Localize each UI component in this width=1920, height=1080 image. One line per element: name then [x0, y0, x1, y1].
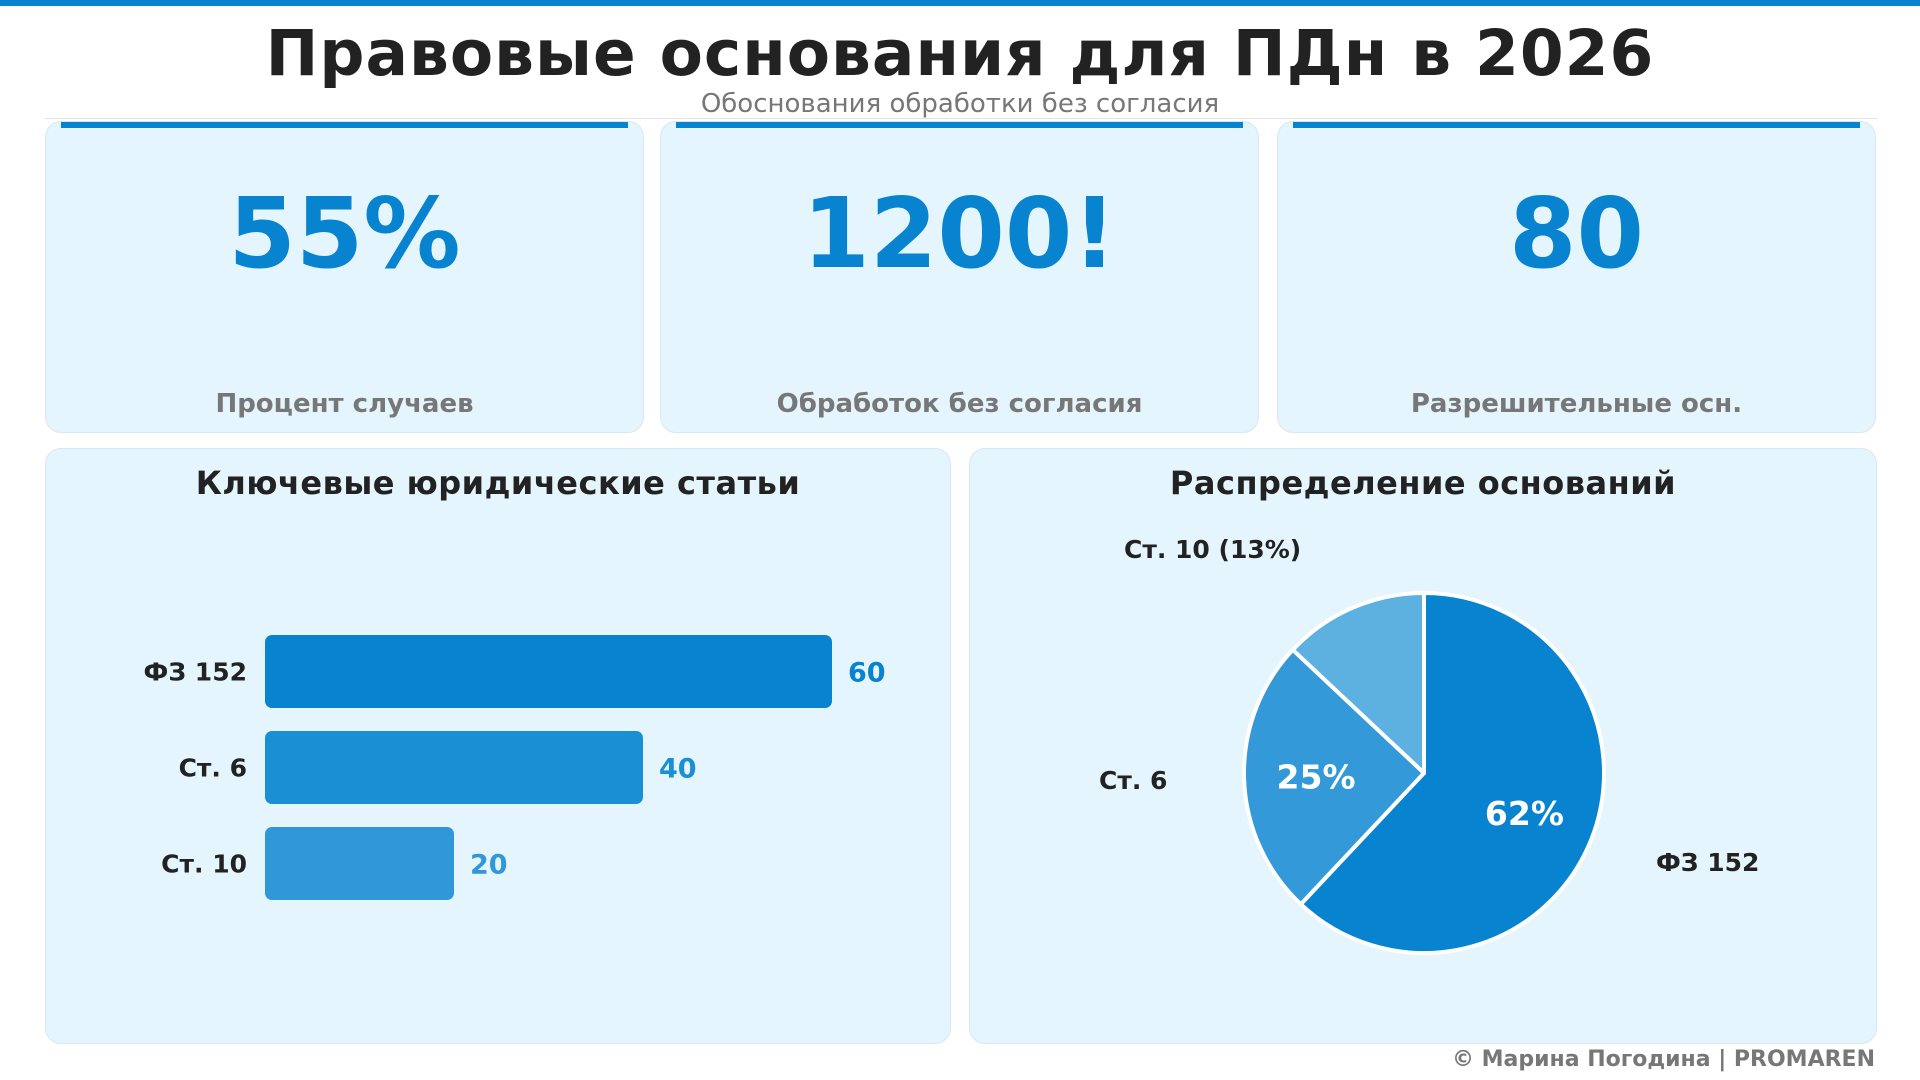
- bar-value-label: 60: [848, 658, 886, 689]
- bar-chart: ФЗ 152 60 Ст. 6 40 Ст. 10 20: [144, 635, 886, 900]
- kpi-label: Обработок без согласия: [776, 389, 1143, 419]
- pie-slice-0: [1298, 591, 1606, 955]
- pie-slice-1: [1242, 647, 1426, 907]
- pie-chart-title: Распределение оснований: [1169, 464, 1677, 502]
- kpi-accent-bar: [61, 122, 628, 128]
- kpi-label: Процент случаев: [215, 389, 474, 419]
- bar-1: [265, 731, 643, 804]
- bar-0: [265, 635, 832, 708]
- top-accent-strip: [0, 0, 1920, 6]
- kpi-card-processing: 1200! Обработок без согласия: [660, 121, 1259, 433]
- pie-percent-label: 62%: [1485, 794, 1564, 833]
- bar-chart-title: Ключевые юридические статьи: [195, 464, 801, 502]
- bar-value-label: 20: [470, 850, 508, 881]
- header-divider: [45, 118, 1877, 119]
- bar-value-label: 40: [659, 754, 697, 785]
- page-subtitle: Обоснования обработки без согласия: [700, 89, 1220, 119]
- kpi-value: 55%: [228, 177, 461, 290]
- bar-chart-panel: Ключевые юридические статьи ФЗ 152 60 Ст. …: [45, 448, 951, 1044]
- pie-percent-label: 25%: [1277, 757, 1356, 796]
- pie-chart-panel: Распределение оснований 62% 25% ФЗ 152 Ст. …: [969, 448, 1877, 1044]
- bar-category-label: Ст. 10: [161, 850, 247, 879]
- bar-2: [265, 827, 454, 900]
- page-title: Правовые основания для ПДн в 2026: [265, 17, 1655, 90]
- kpi-accent-bar: [676, 122, 1243, 128]
- kpi-card-percent: 55% Процент случаев: [45, 121, 644, 433]
- pie-outer-label: Ст. 10 (13%): [1124, 535, 1301, 564]
- bar-category-label: ФЗ 152: [144, 658, 247, 687]
- kpi-value: 1200!: [802, 177, 1117, 290]
- pie-outer-label: ФЗ 152: [1656, 848, 1759, 877]
- kpi-value: 80: [1509, 177, 1644, 290]
- kpi-accent-bar: [1293, 122, 1860, 128]
- pie-slice-2: [1290, 591, 1426, 775]
- bar-category-label: Ст. 6: [179, 754, 247, 783]
- kpi-card-permissive: 80 Разрешительные осн.: [1277, 121, 1876, 433]
- kpi-label: Разрешительные осн.: [1410, 389, 1743, 419]
- pie-chart: 62% 25% ФЗ 152 Ст. 6 Ст. 10 (13%): [1099, 535, 1759, 955]
- footer-credit: © Марина Погодина | PROMAREN: [1451, 1047, 1875, 1072]
- pie-outer-label: Ст. 6: [1099, 766, 1167, 795]
